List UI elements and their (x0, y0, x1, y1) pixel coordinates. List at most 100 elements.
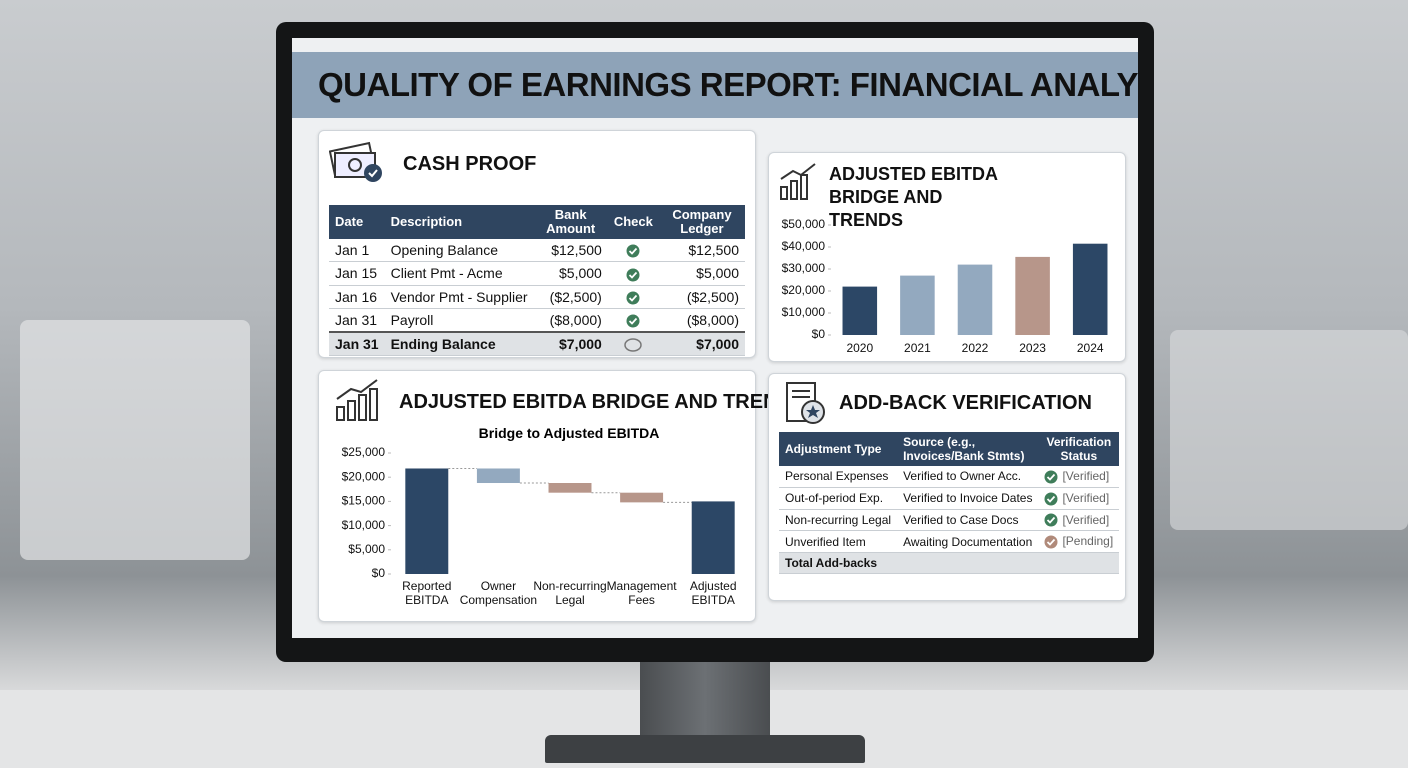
panel-title: ADJUSTED EBITDA BRIDGE AND TRENDS (399, 391, 806, 413)
icon-circle (626, 244, 640, 258)
icon-circle (1044, 492, 1058, 506)
table-row: Personal Expenses Verified to Owner Acc. [… (779, 466, 1120, 488)
bar (842, 286, 878, 335)
table-cell: Client Pmt - Acme (384, 261, 534, 286)
table-cell: Awaiting Documentation (897, 530, 1039, 554)
icon-circle (626, 268, 640, 282)
panel-title: CASH PROOF (403, 153, 537, 175)
table-cell: $7,000 (533, 331, 608, 357)
add-back-panel: ADD-BACK VERIFICATION Adjustment Type Sou… (768, 373, 1126, 601)
screen: QUALITY OF EARNINGS REPORT: FINANCIAL AN… (292, 38, 1138, 638)
icon-check (1047, 495, 1056, 503)
column-header: Description (384, 205, 534, 239)
bar (1072, 243, 1108, 335)
y-tick-label: $50,000 (782, 217, 826, 231)
ebitda-trend-panel: ADJUSTED EBITDA BRIDGE AND TRENDS $0 $10,… (768, 152, 1126, 362)
table-cell: $7,000 (658, 331, 745, 357)
table-cell: $5,000 (533, 261, 608, 286)
status-icon (626, 268, 640, 282)
table-cell: Verified to Owner Acc. (897, 466, 1039, 488)
bar (548, 483, 592, 493)
column-header: Bank Amount (533, 205, 608, 239)
status-icon (626, 314, 640, 328)
total-row: Jan 31 Ending Balance $7,000 $7,000 (329, 331, 745, 357)
chart-icon (780, 163, 816, 200)
bar (476, 468, 520, 484)
check-cell (607, 308, 659, 333)
waterfall-plot: $0 $5,000 $10,000 $15,000 $20,000 $25,000 (342, 445, 735, 580)
table-cell: Opening Balance (384, 239, 534, 263)
y-tick-label: $5,000 (348, 542, 385, 556)
bar (620, 492, 664, 503)
table-row: Out-of-period Exp. Verified to Invoice Da… (779, 487, 1120, 510)
table-cell: $12,500 (658, 239, 745, 263)
chart-icon (336, 379, 378, 421)
ebitda-bridge-panel: ADJUSTED EBITDA BRIDGE AND TRENDS Bridge… (318, 370, 805, 622)
monitor-foot (545, 735, 865, 763)
table-row: Jan 15 Client Pmt - Acme $5,000 $5,000 (329, 261, 745, 286)
table-cell (897, 552, 1039, 575)
table-cell: Personal Expenses (779, 466, 898, 488)
add-back-table: Adjustment Type Source (e.g., Invoices/Ba… (779, 432, 1120, 575)
icon-circle (1044, 535, 1058, 549)
y-tick-label: $20,000 (782, 283, 826, 297)
icon-circle (1044, 513, 1058, 527)
panel-title: ADJUSTED EBITDA BRIDGE AND TRENDS (829, 164, 998, 230)
table-cell (1038, 552, 1120, 575)
report-title: QUALITY OF EARNINGS REPORT: FINANCIAL AN… (318, 66, 1138, 103)
bar (405, 468, 449, 574)
cash-proof-panel: CASH PROOF Date Description Bank Amount Che… (318, 130, 756, 358)
status-icon (626, 244, 640, 258)
bar-chart: $0 $10,000 $20,000 $30,000 $40,000 $50,000 202… (782, 217, 1108, 355)
table-row: Jan 16 Vendor Pmt - Supplier ($2,500) ($2,5… (329, 285, 745, 309)
table-cell: Total Add-backs (779, 552, 898, 575)
status-icon (1044, 513, 1058, 527)
column-header: Adjustment Type (779, 432, 898, 466)
cash-icon (329, 141, 382, 182)
column-header: Company Ledger (658, 205, 745, 239)
x-tick-label: Owner Compensation (459, 579, 538, 607)
column-header: Date (329, 205, 385, 239)
icon-circle (1044, 470, 1058, 484)
check-cell (607, 239, 659, 263)
status-label: [Verified] (1062, 469, 1110, 483)
table-cell: Ending Balance (384, 331, 534, 357)
table-row: Unverified Item Awaiting Documentation [Pe… (779, 530, 1120, 554)
check-cell (607, 331, 659, 357)
x-tick-label: 2022 (962, 341, 989, 355)
status-cell: [Verified] (1038, 466, 1120, 488)
table-cell: Non-recurring Legal (779, 509, 898, 532)
status-icon (1044, 470, 1058, 484)
status-cell: [Pending] (1038, 530, 1120, 554)
blurred-monitor (20, 320, 250, 560)
x-tick-label: 2020 (846, 341, 873, 355)
table-cell: Jan 31 (329, 308, 385, 333)
icon-check (629, 318, 638, 325)
status-icon (626, 291, 640, 305)
table-cell: ($2,500) (533, 285, 608, 309)
icon-check (629, 271, 638, 279)
waterfall-chart: Bridge to Adjusted EBITDA $0 $5,000 $10,00… (319, 371, 755, 621)
table-cell: Out-of-period Exp. (779, 487, 898, 510)
status-label: [Verified] (1062, 490, 1110, 505)
table-row: Jan 1 Opening Balance $12,500 $12,500 (329, 239, 745, 263)
x-tick-label: Non-recurring Legal (533, 579, 607, 607)
y-tick-label: $30,000 (782, 261, 826, 275)
table-cell: Unverified Item (779, 530, 898, 554)
column-header: Source (e.g., Invoices/Bank Stmts) (897, 432, 1039, 466)
stamp (624, 338, 643, 353)
table-cell: ($8,000) (658, 308, 745, 333)
icon-check (629, 248, 638, 256)
y-tick-label: $10,000 (782, 305, 826, 319)
x-tick-label: Adjusted EBITDA (689, 579, 737, 607)
bar (957, 264, 993, 335)
table-cell: $12,500 (533, 239, 608, 263)
chart-subtitle: Bridge to Adjusted EBITDA (478, 425, 660, 441)
table-cell: Jan 31 (329, 331, 385, 357)
table-row: Jan 31 Payroll ($8,000) ($8,000) (329, 308, 745, 333)
cash-proof-table: Date Description Bank Amount Check Company L… (329, 205, 745, 357)
status-cell: [Verified] (1038, 509, 1120, 532)
status-icon (1044, 492, 1058, 506)
y-tick-label: $40,000 (782, 239, 826, 253)
